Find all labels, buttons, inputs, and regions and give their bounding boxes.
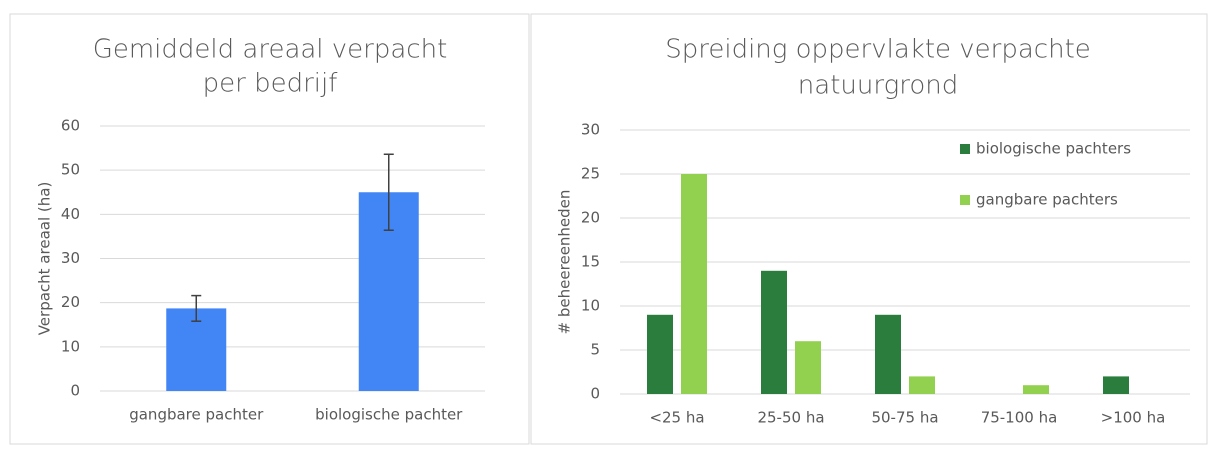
- y-tick-label: 10: [61, 337, 80, 355]
- y-tick-label: 25: [581, 165, 600, 183]
- bar: [795, 341, 821, 394]
- bar: [166, 308, 227, 391]
- legend-label: biologische pachters: [976, 140, 1131, 158]
- bar: [1103, 376, 1129, 394]
- bar: [1023, 385, 1049, 394]
- x-tick-label: gangbare pachter: [129, 406, 264, 424]
- bar: [681, 174, 707, 394]
- left-panel: [9, 13, 530, 445]
- y-tick-label: 60: [61, 117, 80, 135]
- y-axis-label: Verpacht areaal (ha): [36, 182, 54, 336]
- x-tick-label: <25 ha: [649, 409, 704, 427]
- y-axis-label: # beheereenheden: [556, 190, 574, 335]
- y-tick-label: 15: [581, 253, 600, 271]
- chart-title: Spreiding oppervlakte verpachte: [665, 35, 1091, 65]
- y-tick-label: 30: [61, 249, 80, 267]
- x-tick-label: 25-50 ha: [757, 409, 824, 427]
- y-tick-label: 50: [61, 161, 80, 179]
- chart-title: per bedrijf: [203, 69, 339, 99]
- chart-title: natuurgrond: [798, 71, 958, 101]
- bar: [647, 314, 673, 394]
- x-tick-label: 75-100 ha: [981, 409, 1058, 427]
- y-tick-label: 5: [590, 341, 600, 359]
- y-tick-label: 40: [61, 205, 80, 223]
- x-tick-label: >100 ha: [1101, 409, 1166, 427]
- y-tick-label: 0: [70, 382, 80, 400]
- y-tick-label: 0: [590, 385, 600, 403]
- y-tick-label: 20: [61, 293, 80, 311]
- y-tick-label: 20: [581, 209, 600, 227]
- y-tick-label: 10: [581, 297, 600, 315]
- legend-swatch: [960, 144, 970, 154]
- bar: [909, 376, 935, 394]
- legend-label: gangbare pachters: [976, 191, 1118, 209]
- y-tick-label: 30: [581, 121, 600, 139]
- chart-title: Gemiddeld areaal verpacht: [93, 35, 448, 65]
- x-tick-label: biologische pachter: [315, 406, 463, 424]
- right-panel: [530, 13, 1208, 445]
- bar: [761, 270, 787, 394]
- legend-swatch: [960, 195, 970, 205]
- bar: [875, 314, 901, 394]
- x-tick-label: 50-75 ha: [871, 409, 938, 427]
